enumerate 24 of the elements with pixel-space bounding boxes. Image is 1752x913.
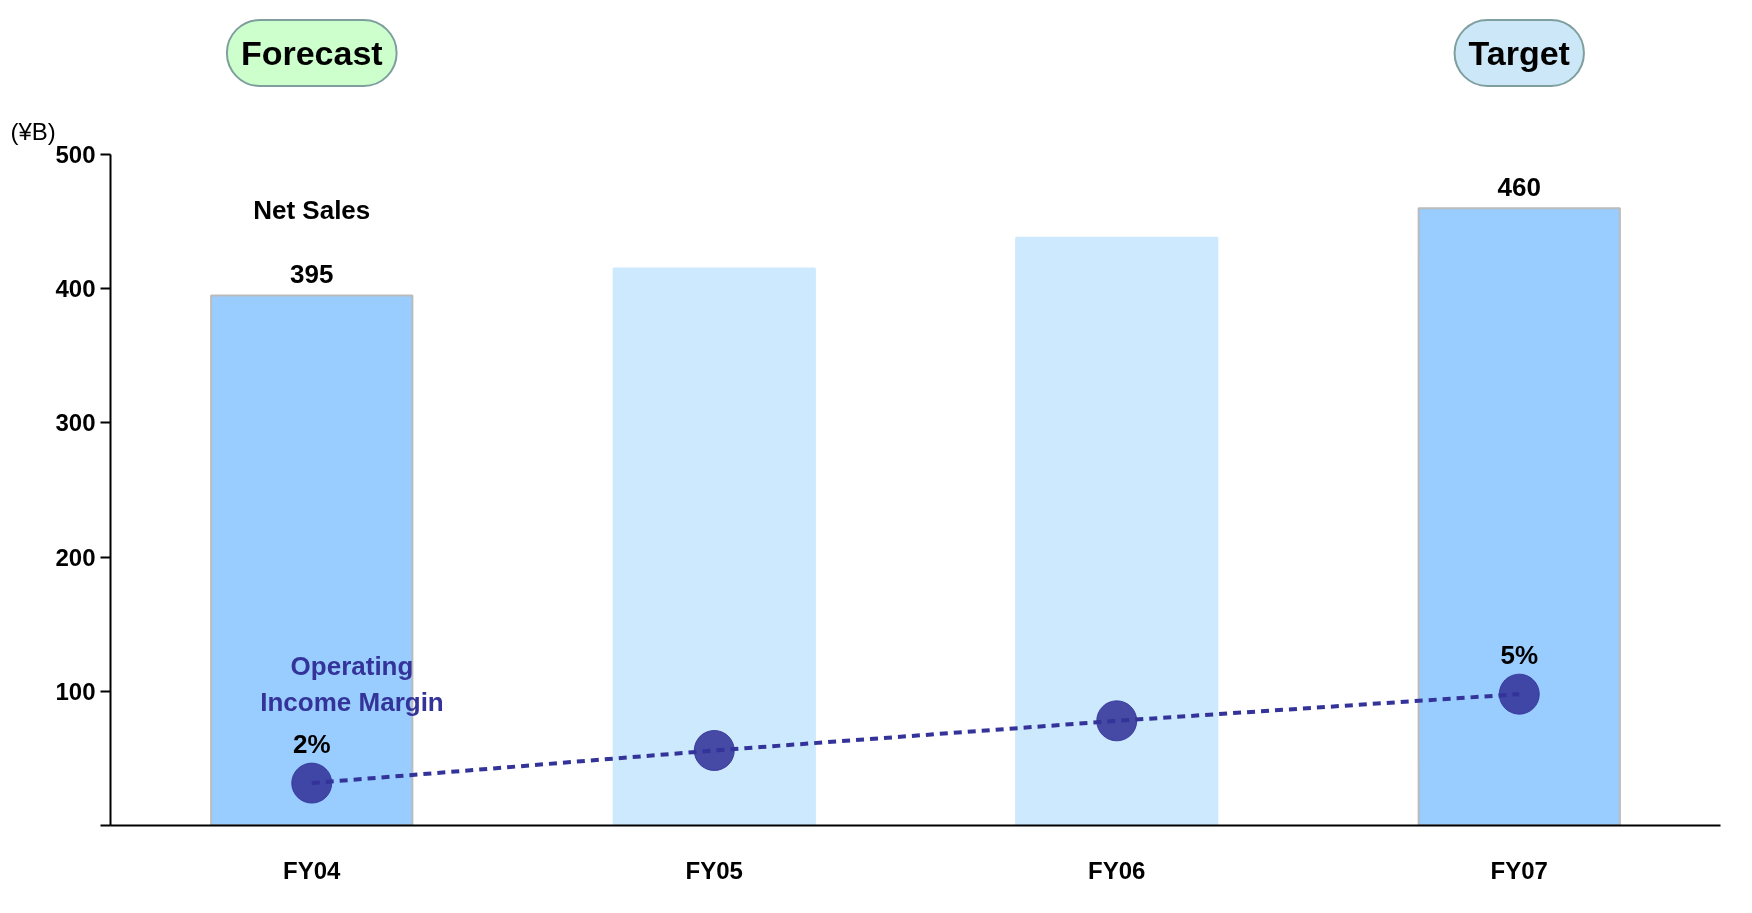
y-tick-label: 500 bbox=[55, 141, 96, 168]
y-tick-label: 300 bbox=[55, 409, 96, 437]
data-label: 2% bbox=[292, 729, 331, 760]
y-tick-label: 400 bbox=[55, 275, 96, 303]
point bbox=[1498, 673, 1540, 715]
data-label: 460 bbox=[1497, 172, 1541, 203]
x-tick-label: FY05 bbox=[685, 856, 743, 884]
bar bbox=[1417, 207, 1621, 826]
y-axis-title: (¥B) bbox=[10, 117, 56, 145]
y-tick-label: 200 bbox=[55, 543, 96, 571]
x-tick-label: FY07 bbox=[1490, 856, 1548, 884]
y-tick-label: 100 bbox=[55, 677, 96, 705]
text: Net Sales bbox=[253, 195, 371, 226]
x-tick-label: FY04 bbox=[283, 856, 342, 884]
data-label: 5% bbox=[1500, 640, 1539, 671]
point bbox=[693, 730, 735, 771]
data-label: 395 bbox=[290, 259, 334, 290]
bar bbox=[1015, 236, 1219, 826]
point bbox=[1096, 700, 1138, 742]
x-tick-label: FY06 bbox=[1088, 856, 1146, 884]
text: Forecast bbox=[240, 34, 383, 72]
text: Target bbox=[1468, 34, 1570, 72]
bar bbox=[612, 267, 816, 826]
point bbox=[291, 762, 333, 804]
